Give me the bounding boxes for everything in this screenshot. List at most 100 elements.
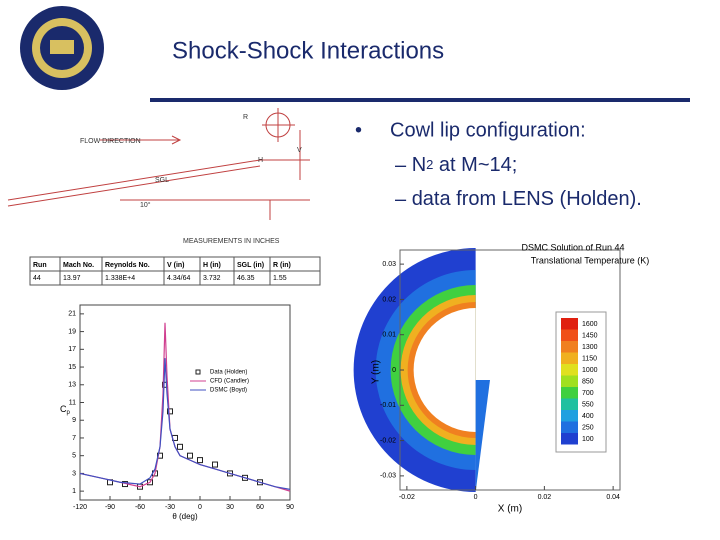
color-swatch [561, 364, 578, 376]
x-axis-label: θ (deg) [172, 512, 198, 521]
y-tick-label: 0 [392, 367, 396, 374]
logo [20, 6, 104, 90]
color-swatch [561, 398, 578, 410]
x-tick-label: 0 [198, 504, 202, 511]
schematic-label: V [297, 147, 302, 154]
schematic-label: FLOW DIRECTION [80, 138, 141, 145]
bullet-dot: • [355, 119, 362, 141]
table-cell: 13.97 [63, 275, 81, 282]
contour-lower [475, 380, 490, 492]
series-line [79, 322, 291, 492]
sub-bullet: – data from LENS (Holden). [395, 188, 642, 210]
y-tick-label: 17 [68, 346, 76, 353]
y-tick-label: 7 [72, 435, 76, 442]
color-label: 1450 [582, 332, 598, 339]
data-point [257, 479, 263, 486]
color-swatch [561, 329, 578, 341]
data-point [197, 457, 203, 464]
subscript: p [67, 410, 71, 416]
schematic [7, 108, 310, 220]
y-tick-label: -0.01 [380, 402, 396, 409]
text: N [412, 154, 426, 176]
color-swatch [561, 421, 578, 433]
y-tick-label: -0.02 [380, 437, 396, 444]
title-rule [150, 98, 690, 102]
table-header: H (in) [203, 262, 221, 269]
table-header: Mach No. [63, 262, 94, 269]
color-swatch [561, 318, 578, 330]
color-label: 1600 [582, 321, 598, 328]
x-tick-label: 30 [226, 504, 234, 511]
x-axis-label: X (m) [498, 504, 522, 515]
table-cell: 4.34/64 [167, 275, 190, 282]
chart-subtitle: Translational Temperature (K) [531, 255, 650, 265]
table-cell: 3.732 [203, 275, 221, 282]
schematic-label: R [243, 114, 248, 121]
color-label: 550 [582, 401, 594, 408]
data-point [177, 443, 183, 450]
color-label: 1000 [582, 367, 598, 374]
legend-label: DSMC (Boyd) [210, 388, 247, 394]
table-header: SGL (in) [237, 262, 264, 269]
table-cell: 1.338E+4 [105, 275, 135, 282]
color-swatch [561, 341, 578, 353]
x-tick-label: -30 [165, 504, 175, 511]
schematic-label: SGL [155, 177, 169, 184]
x-tick-label: -0.02 [399, 494, 415, 501]
sub-bullet: – N2 at M~14; [395, 154, 517, 176]
y-tick-label: 3 [72, 470, 76, 477]
color-swatch [561, 433, 578, 445]
data-point [147, 479, 153, 486]
schematic-label: MEASUREMENTS IN INCHES [183, 238, 280, 245]
y-axis-label: Cp [60, 404, 71, 415]
y-tick-label: 19 [68, 328, 76, 335]
y-tick-label: 11 [69, 399, 76, 406]
x-tick-label: 0.02 [538, 494, 552, 501]
data-point [212, 461, 218, 468]
series-line [79, 358, 291, 490]
table-cell: 1.55 [273, 275, 287, 282]
bullet: Cowl lip configuration: [390, 119, 586, 141]
contour-body [413, 308, 476, 432]
table-header: Reynolds No. [105, 262, 150, 269]
text: C [60, 404, 67, 414]
x-tick-label: 90 [286, 504, 294, 511]
data-point [242, 474, 248, 481]
color-label: 700 [582, 390, 594, 397]
table-header: V (in) [167, 262, 185, 269]
data-point [227, 470, 233, 477]
x-tick-label: 0 [474, 494, 478, 501]
table-cell: 46.35 [237, 275, 255, 282]
color-swatch [561, 410, 578, 422]
y-tick-label: 0.01 [382, 332, 396, 339]
legend-label: CFD (Candler) [210, 379, 249, 385]
chart-title: DSMC Solution of Run 44 [521, 242, 624, 252]
table-header: R (in) [273, 262, 291, 269]
color-swatch [561, 375, 578, 387]
y-tick-label: 0.02 [382, 296, 396, 303]
color-swatch [561, 387, 578, 399]
legend-label: Data (Holden) [210, 370, 247, 376]
text: data from LENS (Holden). [412, 188, 642, 210]
subscript: 2 [426, 157, 433, 172]
legend-marker [195, 369, 201, 375]
color-label: 250 [582, 424, 594, 431]
x-tick-label: -90 [105, 504, 115, 511]
y-tick-label: -0.03 [380, 473, 396, 480]
title: Shock-Shock Interactions [172, 37, 444, 64]
y-tick-label: 21 [68, 311, 76, 318]
text: at M~14; [433, 154, 517, 176]
schematic-label: H [258, 157, 263, 164]
x-tick-label: 0.04 [606, 494, 620, 501]
schematic-label: 10° [140, 201, 151, 209]
y-tick-label: 5 [72, 453, 76, 460]
data-point [167, 408, 173, 415]
color-label: 400 [582, 413, 594, 420]
y-tick-label: 13 [68, 382, 76, 389]
y-axis-label: Y (m) [371, 360, 382, 384]
y-tick-label: 15 [68, 364, 76, 371]
table-header: Run [33, 262, 47, 269]
x-tick-label: 60 [256, 504, 264, 511]
